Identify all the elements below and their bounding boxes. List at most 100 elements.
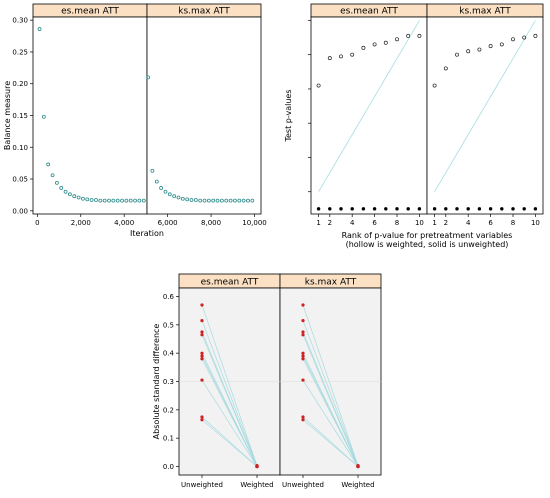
unweighted-point: [200, 357, 204, 361]
y-axis-title: Test p-values: [284, 89, 293, 142]
connector-line: [302, 320, 359, 467]
strip-label: ks.max ATT: [305, 278, 357, 288]
unweighted-point: [488, 207, 493, 211]
weighted-point: [406, 33, 411, 38]
data-point: [115, 198, 120, 203]
y-tick-label: 0.20: [12, 80, 28, 88]
unweighted-point: [200, 378, 204, 382]
x-axis-title: Iteration: [130, 229, 164, 238]
unweighted-point: [301, 418, 305, 422]
data-point: [59, 186, 64, 190]
unweighted-point: [301, 354, 305, 358]
unweighted-point: [301, 357, 305, 361]
x-axis-title: Rank of p-value for pretreatment variabl…: [342, 231, 513, 240]
data-point: [167, 192, 172, 197]
data-point: [172, 194, 177, 199]
y-axis-title: Balance measure: [3, 81, 12, 150]
data-point: [211, 198, 216, 203]
connector-line: [302, 379, 359, 467]
strip-label: ks.max ATT: [459, 7, 511, 17]
x-tick-label: 4: [350, 219, 355, 227]
unweighted-point: [477, 207, 482, 211]
y-axis-title: Absolute standard difference: [152, 324, 161, 440]
unweighted-point: [301, 378, 305, 382]
weighted-point: [466, 49, 471, 54]
x-tick-label: 2: [328, 219, 332, 227]
data-point: [41, 114, 46, 119]
unweighted-point: [350, 207, 354, 211]
unweighted-point: [200, 303, 204, 307]
unweighted-point: [301, 330, 305, 334]
x-tick-label: 10,000: [242, 219, 267, 227]
data-point: [228, 198, 233, 203]
connector-line: [201, 419, 258, 467]
data-point: [46, 162, 51, 167]
panel-frame: [146, 16, 262, 215]
weighted-point: [356, 464, 360, 469]
unweighted-point: [339, 207, 343, 211]
y-tick-label: 0.3: [163, 378, 174, 386]
panel-frame: [426, 16, 544, 215]
y-tick-label: 0.25: [12, 48, 28, 56]
unweighted-point: [301, 333, 305, 337]
unweighted-point: [511, 207, 515, 211]
unweighted-point: [200, 415, 204, 419]
x-tick-label: 8: [395, 219, 399, 227]
y-tick-label: 0.4: [163, 350, 175, 358]
unweighted-point: [406, 207, 410, 211]
data-point: [233, 198, 237, 203]
unweighted-point: [533, 207, 538, 211]
connector-line: [201, 320, 258, 467]
unweighted-point: [301, 351, 305, 355]
data-point: [163, 189, 168, 194]
y-tick-label: 0.00: [12, 207, 28, 215]
x-axis-subtitle: (hollow is weighted, solid is unweighted…: [346, 240, 509, 249]
data-point: [176, 195, 181, 200]
x-category-label: Unweighted: [181, 481, 223, 489]
unweighted-point: [395, 207, 399, 211]
weighted-point: [432, 83, 437, 88]
weighted-point: [455, 52, 459, 57]
weighted-point: [488, 44, 493, 49]
strip-label: es.mean ATT: [340, 7, 398, 17]
unweighted-point: [500, 207, 504, 211]
data-point: [141, 198, 146, 203]
unweighted-point: [444, 207, 448, 211]
y-tick-label: 0.05: [12, 176, 28, 184]
connector-line: [201, 304, 258, 466]
x-tick-label: 1: [316, 219, 320, 227]
weighted-point: [499, 42, 504, 47]
y-tick-label: 0.30: [12, 17, 28, 25]
unweighted-point: [417, 207, 422, 211]
connector-line: [302, 304, 359, 466]
unweighted-point: [200, 351, 204, 355]
weighted-point: [511, 37, 515, 42]
x-tick-label: 10: [415, 219, 424, 227]
y-tick-label: 0.1: [163, 435, 174, 443]
data-point: [54, 180, 59, 185]
y-tick-label: 0.0: [163, 463, 174, 471]
weighted-point: [327, 56, 332, 61]
data-point: [220, 198, 224, 203]
data-point: [50, 173, 55, 178]
connector-line: [201, 416, 258, 467]
x-tick-label: 8: [511, 219, 515, 227]
x-category-label: Weighted: [341, 481, 374, 489]
x-tick-label: 4,000: [114, 219, 134, 227]
unweighted-point: [200, 354, 204, 358]
data-point: [128, 198, 133, 203]
weighted-point: [383, 40, 388, 45]
x-tick-label: 10: [531, 219, 540, 227]
data-point: [89, 198, 94, 202]
weighted-point: [477, 47, 482, 52]
weighted-point: [361, 45, 366, 50]
unweighted-point: [384, 207, 388, 211]
data-point: [85, 197, 90, 202]
weighted-point: [316, 83, 321, 88]
x-tick-label: 6: [372, 219, 377, 227]
unweighted-point: [328, 207, 332, 211]
unweighted-point: [301, 303, 305, 307]
data-point: [150, 168, 155, 173]
y-tick-label: 0.2: [163, 406, 174, 414]
weighted-point: [395, 37, 399, 42]
